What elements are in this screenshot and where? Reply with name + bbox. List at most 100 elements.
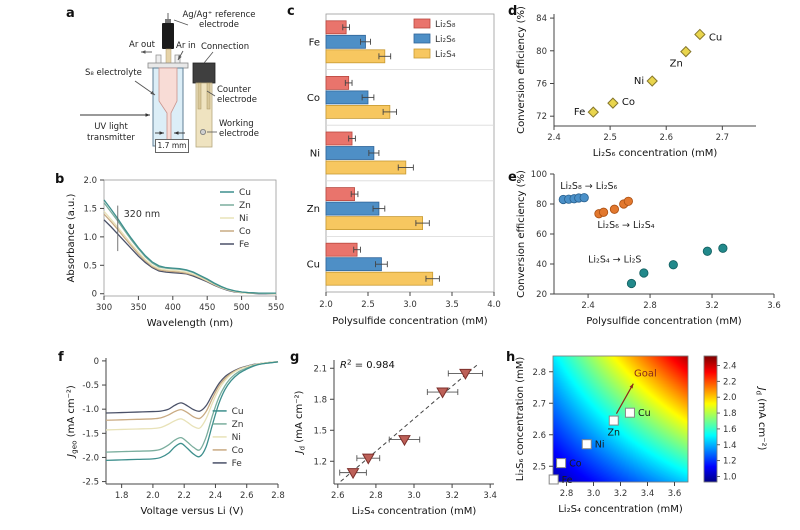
svg-text:Li₂S₆: Li₂S₆ [435,35,456,45]
point-Ni [646,75,658,87]
bar-Ni-1 [325,146,375,160]
svg-text:2.8: 2.8 [271,491,285,501]
point-3 [436,387,449,399]
svg-text:Absorbance (a.u.): Absorbance (a.u.) [66,193,77,282]
svg-text:0: 0 [94,357,99,367]
chart-voltammetry: 1.8 2.0 2.2 2.4 2.6 2.8 0 -0.5 -1.0 -1.5 -2.0 -2.5 V… [66,357,285,517]
svg-text:2.8: 2.8 [532,368,546,378]
svg-text:1.8: 1.8 [115,491,129,501]
panel-label-e: e [508,170,517,185]
svg-text:Fe: Fe [232,459,243,469]
series-Fe [105,361,279,414]
panel-label-d: d [508,4,518,19]
panel-label-g: g [290,350,300,365]
svg-text:Polysulfide concentration (mM): Polysulfide concentration (mM) [586,316,741,327]
bar-Cu-0 [325,242,358,257]
svg-text:Fe: Fe [562,475,573,486]
svg-text:Li₂S₄ concentration (mM): Li₂S₄ concentration (mM) [558,504,683,515]
svg-text:60: 60 [536,230,547,240]
point-Cu [624,407,635,418]
point-Cu [694,28,706,41]
svg-text:2.1: 2.1 [313,364,327,374]
svg-text:-1.0: -1.0 [82,405,99,415]
svg-text:-2.5: -2.5 [82,478,99,488]
series [103,199,277,295]
svg-text:20: 20 [536,290,547,300]
svg-text:Ni: Ni [239,214,248,224]
connection-label: Connection [201,42,250,52]
svg-text:2.0: 2.0 [723,393,737,403]
svg-text:3.6: 3.6 [767,301,781,311]
annotation-r2: R2 = 0.984 [340,358,395,372]
group-2: Li₂S₄ → Li₂S [588,243,728,289]
svg-text:1.2: 1.2 [313,457,327,467]
svg-text:3.5: 3.5 [445,300,459,310]
svg-text:Zn: Zn [670,59,683,70]
gap-width-label: 1.7 mm [155,139,189,153]
axes: 2.4 2.5 2.6 2.7 72 76 80 84 Li₂S₆ concentration … [516,6,756,159]
group-1: Li₂S₆ → Li₂S₄ [594,196,655,231]
bar-Cu-2 [325,271,434,286]
svg-text:3.2: 3.2 [705,301,719,311]
axes: 300 350 400 450 500 550 0 0.5 1.0 1.5 2.0 Wavelengt… [66,176,284,329]
svg-text:Co: Co [239,227,251,237]
svg-text:Fe: Fe [239,240,250,250]
svg-text:Goal: Goal [634,368,657,379]
svg-text:Zn: Zn [307,204,320,215]
svg-text:Conversion efficiency (%): Conversion efficiency (%) [516,6,527,134]
svg-text:Li₂S₈ → Li₂S₆: Li₂S₈ → Li₂S₆ [560,181,617,192]
svg-text:1.5: 1.5 [83,204,97,214]
svg-text:100: 100 [531,170,547,180]
svg-text:Cu: Cu [709,32,722,43]
svg-text:550: 550 [268,303,284,313]
ar-in-label: Ar in [176,41,196,51]
uv-transmitter-label: UV light [94,122,128,132]
apparatus-diagram: Ag/Ag⁺ reference electrode Ar out Ar in … [55,5,280,170]
svg-text:80: 80 [536,200,547,210]
svg-text:2.4: 2.4 [723,362,737,372]
svg-text:Li₂S₆ concentration (mM): Li₂S₆ concentration (mM) [515,357,526,482]
point-Ni [581,439,592,450]
svg-text:3.0: 3.0 [403,300,417,310]
series-Co [105,361,279,421]
svg-text:2.8: 2.8 [560,489,574,499]
svg-text:Fe: Fe [574,107,585,118]
point-1 [361,453,375,465]
svg-text:Conversion efficiency (%): Conversion efficiency (%) [516,170,527,298]
colorbar: 1.0 1.2 1.4 1.6 1.8 2.0 2.2 2.4 Jd (mA cm⁻²) [703,355,767,482]
point-0 [346,468,360,480]
svg-text:2.4: 2.4 [581,301,595,311]
svg-text:Li₂S₄ → Li₂S: Li₂S₄ → Li₂S [588,255,641,266]
svg-text:Cu: Cu [239,188,251,198]
svg-text:Fe: Fe [309,37,320,48]
svg-text:300: 300 [96,303,112,313]
ref-electrode-label: Ag/Ag⁺ reference [182,10,256,20]
svg-text:1.5: 1.5 [313,426,327,436]
legend: Li₂S₈ Li₂S₆ Li₂S₄ [413,18,456,60]
svg-text:3.4: 3.4 [483,491,497,501]
series-Ni [105,361,279,431]
svg-text:2.6: 2.6 [240,491,254,501]
svg-text:Ni: Ni [634,76,644,87]
svg-text:2.2: 2.2 [723,377,737,387]
panel-label-a: a [66,6,75,21]
svg-text:2.2: 2.2 [177,491,191,501]
svg-text:-2.0: -2.0 [82,453,99,463]
svg-text:1.8: 1.8 [723,409,737,419]
series-Ni [103,210,277,295]
svg-text:Ni: Ni [232,433,241,443]
svg-text:-1.5: -1.5 [82,429,99,439]
legend: Cu Zn Ni Co Fe [220,188,251,250]
svg-text:-0.5: -0.5 [82,381,99,391]
bar-Fe-2 [325,49,386,64]
counter-electrode-label: Counter [217,85,251,95]
ar-out-label: Ar out [129,40,155,50]
counter-electrode-label2: electrode [217,95,257,105]
point-2 [398,435,411,447]
svg-text:2.4: 2.4 [547,133,561,143]
panel-label-b: b [55,172,65,187]
svg-text:450: 450 [199,303,215,313]
electrolyte-label: S₈ electrolyte [85,68,142,78]
